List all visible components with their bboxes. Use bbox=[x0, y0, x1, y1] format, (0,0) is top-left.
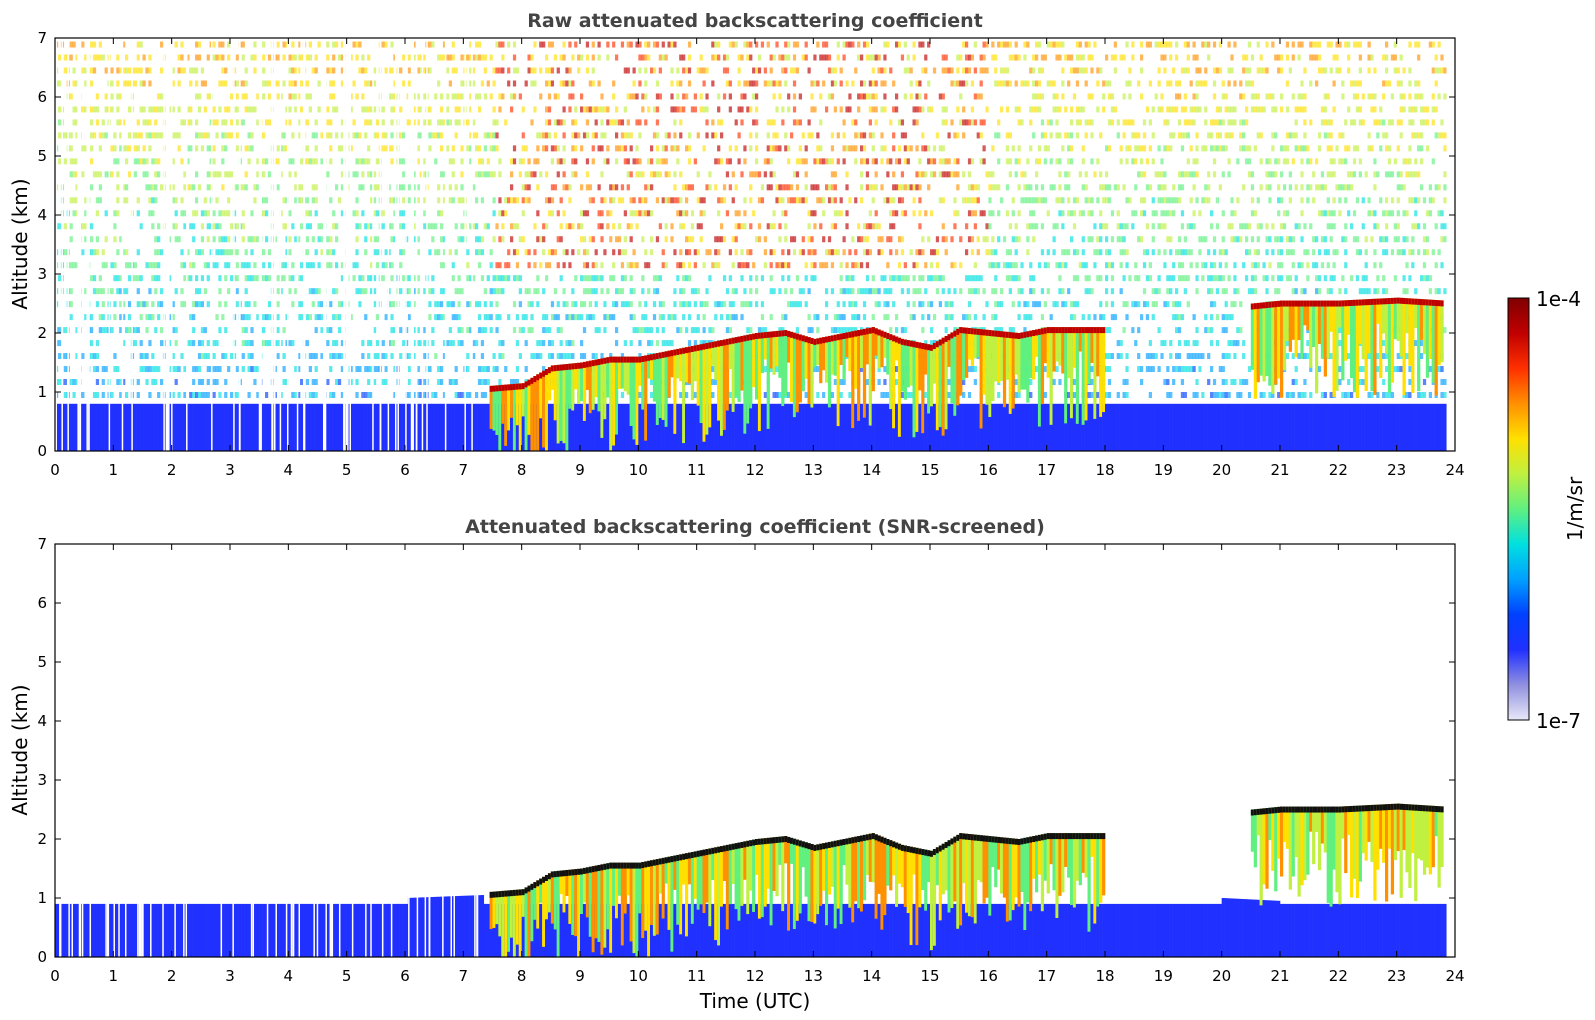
x-tick-label: 10 bbox=[629, 461, 648, 479]
panel-screened-x-axis: 0 1 2 3 4 5 6 7 8 9 10 11 12 13 14 15 16 17 18 19 20 21 22 23 24 bbox=[50, 544, 1465, 985]
x-tick-label: 8 bbox=[517, 967, 527, 985]
x-tick-label: 12 bbox=[745, 461, 764, 479]
y-tick-label: 7 bbox=[37, 29, 47, 47]
x-tick-label: 14 bbox=[862, 461, 881, 479]
colorbar: 1e-4 1e-7 1/m/sr bbox=[1507, 287, 1587, 733]
x-tick-label: 16 bbox=[979, 967, 998, 985]
panel-raw: Raw attenuated backscattering coefficien… bbox=[8, 10, 1465, 479]
panel-screened-title: Attenuated backscattering coefficient (S… bbox=[465, 516, 1045, 538]
panel-raw-x-axis: 0 1 2 3 4 5 6 7 8 9 10 11 12 13 14 15 16 17 18 19 20 21 22 23 24 bbox=[50, 38, 1465, 479]
y-tick-label: 4 bbox=[37, 712, 47, 730]
panel-screened-y-axis: 0 1 2 3 4 5 6 7 bbox=[37, 535, 1455, 966]
x-tick-label: 3 bbox=[225, 461, 235, 479]
backscatter-field bbox=[55, 38, 1447, 451]
x-tick-label: 24 bbox=[1445, 967, 1464, 985]
y-tick-label: 5 bbox=[37, 147, 47, 165]
y-tick-label: 2 bbox=[37, 830, 47, 848]
x-tick-label: 16 bbox=[979, 461, 998, 479]
y-tick-label: 7 bbox=[37, 535, 47, 553]
backscatter-field bbox=[55, 544, 1447, 957]
x-tick-label: 23 bbox=[1387, 967, 1406, 985]
x-tick-label: 9 bbox=[575, 967, 585, 985]
x-tick-label: 0 bbox=[50, 967, 60, 985]
x-tick-label: 15 bbox=[920, 967, 939, 985]
y-tick-label: 4 bbox=[37, 206, 47, 224]
panel-raw-title: Raw attenuated backscattering coefficien… bbox=[527, 10, 983, 32]
x-tick-label: 1 bbox=[109, 967, 119, 985]
x-tick-label: 4 bbox=[284, 967, 294, 985]
y-tick-label: 3 bbox=[37, 265, 47, 283]
x-tick-label: 23 bbox=[1387, 461, 1406, 479]
x-tick-label: 22 bbox=[1329, 461, 1348, 479]
x-tick-label: 19 bbox=[1154, 461, 1173, 479]
x-tick-label: 20 bbox=[1212, 967, 1231, 985]
x-tick-label: 17 bbox=[1037, 461, 1056, 479]
x-tick-label: 11 bbox=[687, 967, 706, 985]
x-tick-label: 21 bbox=[1270, 461, 1289, 479]
panel-raw-ylabel: Altitude (km) bbox=[8, 178, 32, 309]
x-tick-label: 4 bbox=[284, 461, 294, 479]
panel-raw-y-axis: 0 1 2 3 4 5 6 7 bbox=[37, 29, 1455, 460]
x-tick-label: 10 bbox=[629, 967, 648, 985]
x-tick-label: 11 bbox=[687, 461, 706, 479]
x-tick-label: 2 bbox=[167, 967, 177, 985]
panel-raw-plot-area bbox=[55, 38, 1455, 451]
x-tick-label: 13 bbox=[804, 461, 823, 479]
x-tick-label: 6 bbox=[400, 967, 410, 985]
colorbar-bar bbox=[1507, 297, 1530, 721]
y-tick-label: 0 bbox=[37, 442, 47, 460]
x-tick-label: 5 bbox=[342, 967, 352, 985]
x-tick-label: 7 bbox=[459, 967, 469, 985]
x-tick-label: 6 bbox=[400, 461, 410, 479]
x-tick-label: 20 bbox=[1212, 461, 1231, 479]
x-tick-label: 2 bbox=[167, 461, 177, 479]
x-tick-label: 21 bbox=[1270, 967, 1289, 985]
y-tick-label: 5 bbox=[37, 653, 47, 671]
x-tick-label: 9 bbox=[575, 461, 585, 479]
x-tick-label: 5 bbox=[342, 461, 352, 479]
y-tick-label: 3 bbox=[37, 771, 47, 789]
colorbar-max-label: 1e-4 bbox=[1536, 287, 1581, 311]
y-tick-label: 2 bbox=[37, 324, 47, 342]
x-tick-label: 24 bbox=[1445, 461, 1464, 479]
x-tick-label: 14 bbox=[862, 967, 881, 985]
x-tick-label: 1 bbox=[109, 461, 119, 479]
x-tick-label: 19 bbox=[1154, 967, 1173, 985]
panel-screened: Attenuated backscattering coefficient (S… bbox=[8, 516, 1465, 1013]
x-tick-label: 7 bbox=[459, 461, 469, 479]
y-tick-label: 1 bbox=[37, 383, 47, 401]
x-tick-label: 3 bbox=[225, 967, 235, 985]
panel-screened-ylabel: Altitude (km) bbox=[8, 684, 32, 815]
x-tick-label: 15 bbox=[920, 461, 939, 479]
x-tick-label: 13 bbox=[804, 967, 823, 985]
x-tick-label: 18 bbox=[1095, 967, 1114, 985]
y-tick-label: 6 bbox=[37, 594, 47, 612]
x-tick-label: 12 bbox=[745, 967, 764, 985]
colorbar-unit-label: 1/m/sr bbox=[1563, 476, 1587, 541]
colorbar-min-label: 1e-7 bbox=[1536, 709, 1581, 733]
x-tick-label: 18 bbox=[1095, 461, 1114, 479]
panel-screened-plot-area bbox=[55, 544, 1455, 957]
x-tick-label: 0 bbox=[50, 461, 60, 479]
x-tick-label: 17 bbox=[1037, 967, 1056, 985]
y-tick-label: 0 bbox=[37, 948, 47, 966]
x-tick-label: 8 bbox=[517, 461, 527, 479]
x-tick-label: 22 bbox=[1329, 967, 1348, 985]
y-tick-label: 6 bbox=[37, 88, 47, 106]
panel-screened-xlabel: Time (UTC) bbox=[699, 989, 811, 1013]
y-tick-label: 1 bbox=[37, 889, 47, 907]
